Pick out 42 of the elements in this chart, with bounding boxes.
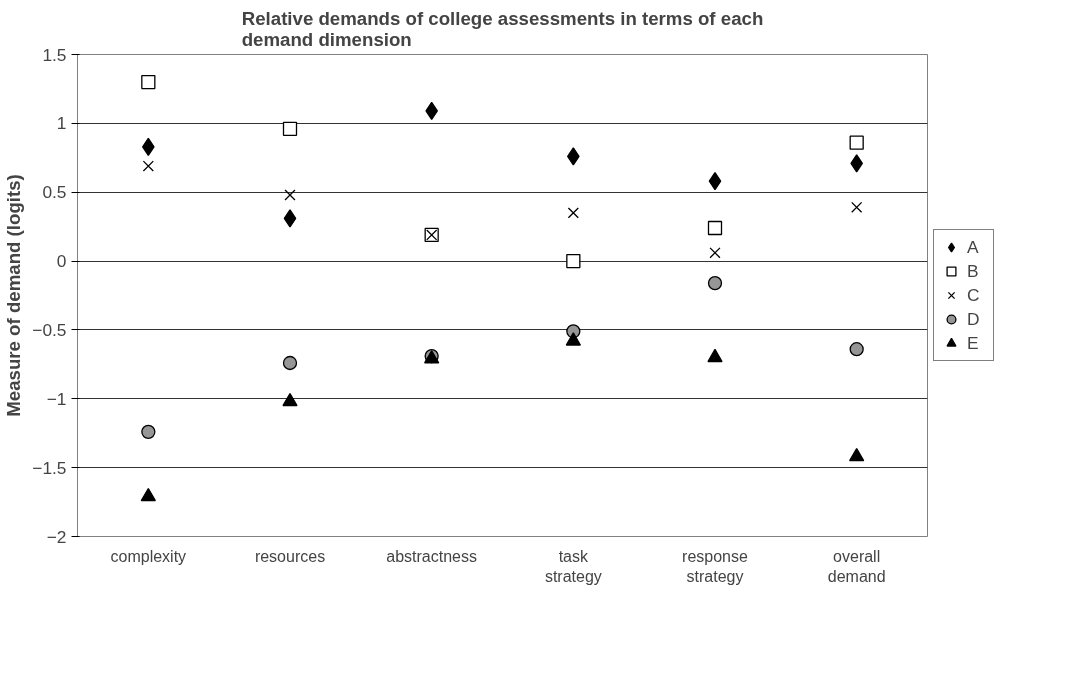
y-tick-label: 1: [56, 113, 67, 134]
point: [140, 487, 156, 502]
x-tick-label: complexity: [110, 547, 187, 565]
point: [849, 342, 864, 357]
legend-label: B: [967, 260, 980, 282]
point: [851, 201, 863, 213]
y-tick-label: −1.5: [32, 457, 67, 478]
point: [282, 392, 298, 407]
point: [849, 447, 865, 462]
point: [283, 209, 297, 228]
chart-title: Relative demands of college assessments in terms of each demand dimension: [241, 7, 764, 50]
point: [707, 275, 723, 291]
point: [566, 253, 581, 269]
point: [567, 207, 579, 219]
x-tick-label: overall demand: [827, 547, 886, 585]
x-tick-label: task strategy: [544, 547, 602, 585]
x-tick-label: response strategy: [682, 547, 749, 585]
y-tick-label: 0: [56, 251, 67, 272]
y-axis-title: Measure of demand (logits): [3, 174, 25, 417]
point: [284, 189, 296, 201]
point: [141, 424, 156, 439]
y-tick-label: −2: [46, 526, 67, 547]
point: [565, 332, 581, 346]
point: [707, 348, 723, 363]
point: [849, 135, 864, 150]
point: [707, 220, 723, 236]
legend-label: A: [967, 236, 980, 258]
legend-label: C: [967, 284, 981, 306]
point: [708, 172, 722, 191]
point: [142, 160, 154, 172]
point: [709, 247, 721, 259]
legend-label: E: [967, 332, 980, 354]
point: [282, 355, 298, 371]
y-tick-label: −1: [46, 388, 67, 409]
y-tick-label: 0.5: [42, 182, 67, 203]
y-tick-label: −0.5: [32, 319, 67, 340]
point: [141, 74, 156, 90]
y-tick-label: 1.5: [42, 44, 67, 65]
x-tick-label: resources: [254, 547, 326, 565]
x-tick-label: abstractness: [386, 547, 478, 565]
legend-label: D: [967, 308, 981, 330]
point: [282, 121, 298, 137]
